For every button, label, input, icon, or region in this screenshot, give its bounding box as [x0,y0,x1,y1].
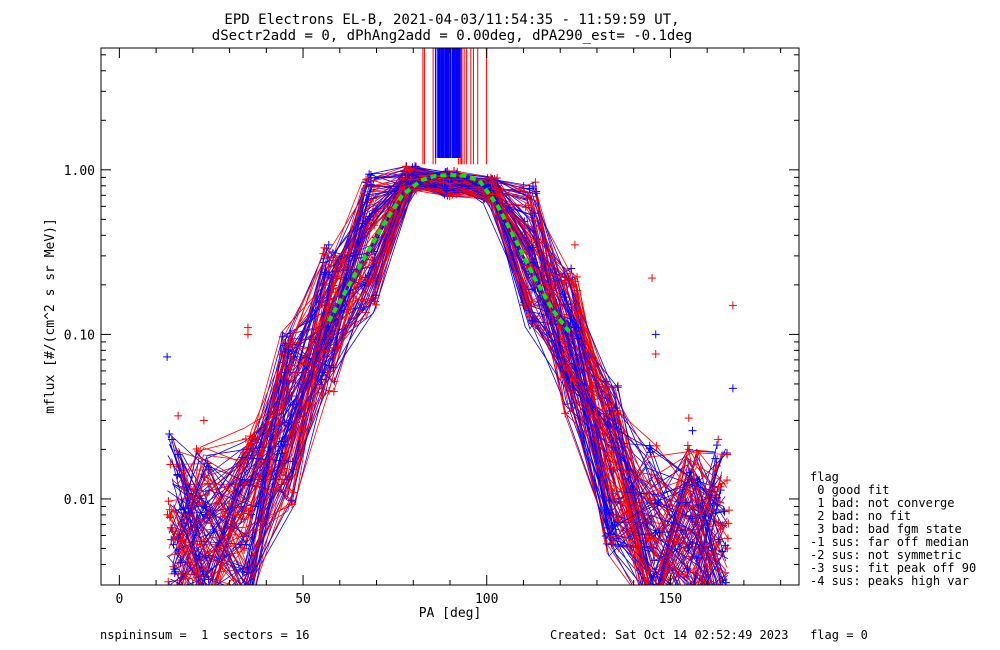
legend-item-7: -4 sus: peaks high var [810,574,969,588]
footer-right: Created: Sat Oct 14 02:52:49 2023 flag =… [550,628,868,642]
y-tick-label: 0.10 [64,328,95,343]
chart-subtitle: dSectr2add = 0, dPhAng2add = 0.00deg, dP… [212,28,692,44]
axes: 0 50 100 150 0.01 0.10 1.00 [64,48,799,607]
legend-title: flag [810,470,839,484]
legend-item-6: -3 sus: fit peak off 90 [810,561,976,575]
x-tick-label: 50 [295,592,311,607]
footer-left: nspininsum = 1 sectors = 16 [100,628,310,642]
spin-profile-line [171,177,724,578]
spin-profile-line [172,181,716,571]
spin-profile-line [176,167,725,585]
legend-item-4: -1 sus: far off median [810,535,969,549]
x-axis-label: PA [deg] [419,606,482,621]
spin-profile-line [239,170,722,585]
spin-profile-line [171,170,729,572]
y-axis-label: mflux [#/(cm^2 s sr MeV)] [43,218,58,414]
spin-profile-line [174,174,716,585]
spin-profile-line [183,174,720,585]
spin-profile-line [173,179,716,585]
spin-profile-line [171,172,717,545]
flag-legend: flag 0 good fit 1 bad: not converge 2 ba… [810,470,976,588]
spin-profile-line [172,179,672,585]
chart-title: EPD Electrons EL-B, 2021-04-03/11:54:35 … [224,12,679,28]
spin-profile-line [170,176,726,585]
legend-item-5: -2 sus: not symmetric [810,548,962,562]
x-tick-label: 100 [475,592,498,607]
x-tick-label: 0 [115,592,123,607]
y-tick-label: 1.00 [64,164,95,179]
y-tick-label: 0.01 [64,493,95,508]
spin-profile-line [176,174,712,585]
spin-profile-line [177,183,726,585]
x-tick-label: 150 [659,592,682,607]
data-layer [163,48,737,585]
legend-item-1: 1 bad: not converge [810,496,955,510]
legend-item-3: 3 bad: bad fgm state [810,522,962,536]
legend-item-2: 2 bad: no fit [810,509,911,523]
legend-item-0: 0 good fit [810,483,889,497]
